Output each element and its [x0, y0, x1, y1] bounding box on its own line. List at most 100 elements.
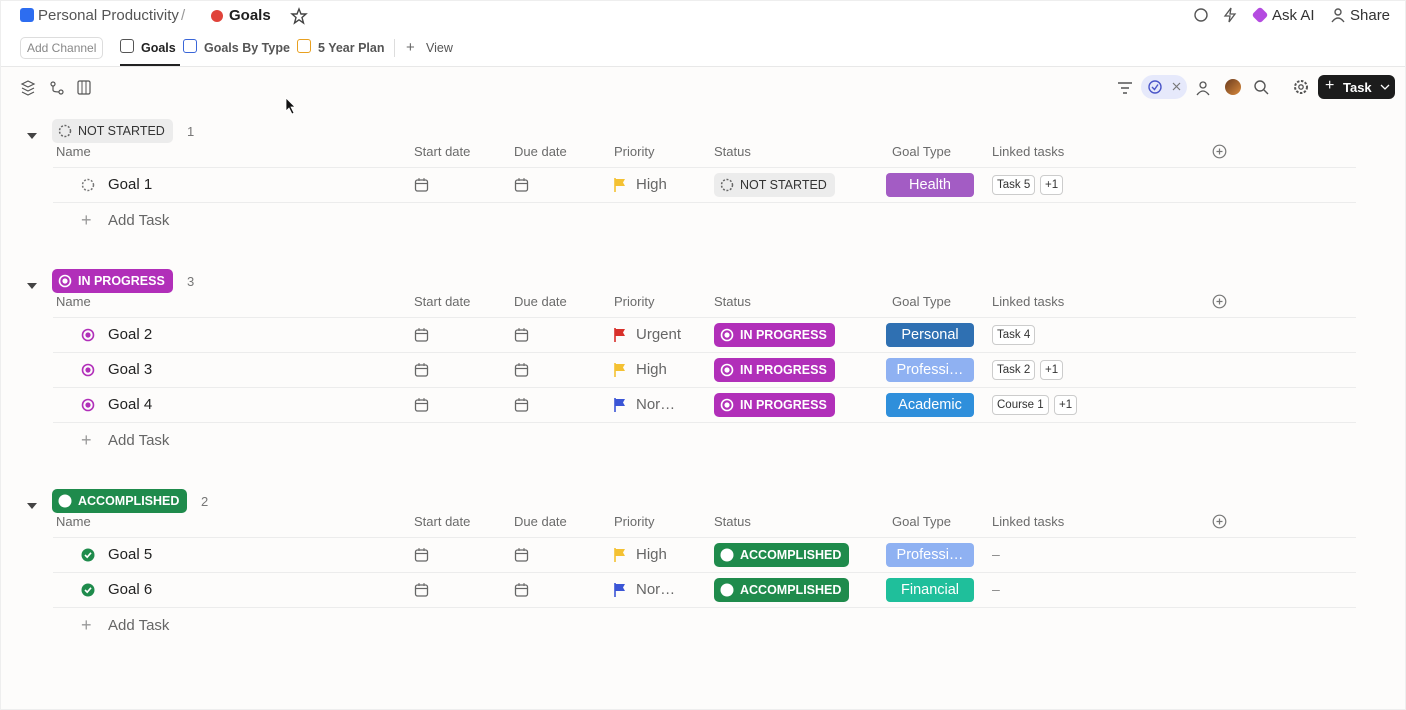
goal-type-pill[interactable]: Professi… — [886, 358, 974, 382]
active-tab-indicator — [120, 64, 180, 66]
task-name[interactable]: Goal 1 — [108, 176, 153, 193]
start-date-icon — [414, 582, 430, 598]
task-name[interactable]: Goal 4 — [108, 396, 153, 413]
linked-task-chip[interactable]: +1 — [1040, 175, 1064, 195]
start-date-icon-graphic — [414, 178, 429, 192]
collapse-caret-graphic — [27, 503, 37, 509]
goal-type-pill[interactable]: Financial — [886, 578, 974, 602]
due-date-icon-graphic — [514, 328, 529, 342]
automation-icon[interactable] — [1222, 6, 1238, 24]
goal-type-pill[interactable]: Health — [886, 173, 974, 197]
group-status-icon-graphic — [58, 274, 72, 288]
linked-task-chip[interactable]: +1 — [1054, 395, 1078, 415]
goal-type-pill[interactable]: Personal — [886, 323, 974, 347]
priority-flag — [613, 177, 627, 193]
empty-cell: – — [992, 546, 1000, 562]
task-name[interactable]: Goal 6 — [108, 581, 153, 598]
column-header: Due date — [514, 514, 567, 529]
priority[interactable]: High — [636, 546, 667, 563]
status-pill[interactable]: IN PROGRESS — [714, 323, 835, 347]
linked-task-chip[interactable]: Course 1 — [992, 395, 1049, 415]
priority-flag-graphic — [614, 178, 625, 192]
column-header: Start date — [414, 144, 471, 159]
row-divider — [53, 317, 1356, 318]
list-title[interactable]: Goals — [229, 7, 271, 24]
group-status-pill[interactable]: IN PROGRESS — [52, 269, 173, 293]
dropdown-caret[interactable] — [1380, 83, 1390, 91]
due-date-icon — [514, 327, 530, 343]
header — [1, 1, 1405, 67]
share-button[interactable]: Share — [1350, 7, 1391, 24]
separator: / — [181, 7, 186, 24]
collapse-caret — [26, 497, 38, 509]
priority-flag — [613, 327, 627, 343]
task-name[interactable]: Goal 2 — [108, 326, 153, 343]
view-tab[interactable]: Goals — [141, 41, 176, 55]
status-pill-icon-graphic — [720, 548, 734, 562]
start-date-icon-graphic — [414, 398, 429, 412]
add-task-button[interactable]: Add Task — [108, 617, 170, 634]
task-name[interactable]: Goal 5 — [108, 546, 153, 563]
view-tab[interactable]: 5 Year Plan — [318, 41, 385, 55]
space-link[interactable]: Personal Productivity — [38, 7, 179, 24]
linked-task-chip[interactable]: +1 — [1040, 360, 1064, 380]
priority-flag-graphic — [614, 398, 625, 412]
status-pill-icon-graphic — [720, 398, 734, 412]
priority[interactable]: Urgent — [636, 326, 682, 343]
status-pill-icon — [720, 583, 734, 597]
priority[interactable]: High — [636, 176, 667, 193]
linked-task-chip[interactable]: Task 5 — [992, 175, 1036, 195]
assignee-icon[interactable] — [1196, 79, 1214, 97]
add-task-plus: + — [81, 615, 92, 635]
status-pill[interactable]: NOT STARTED — [714, 173, 835, 197]
group-status-pill[interactable]: NOT STARTED — [52, 119, 173, 143]
task-name[interactable]: Goal 3 — [108, 361, 153, 378]
collapse-caret — [26, 127, 38, 139]
settings-icon[interactable] — [1292, 78, 1310, 96]
ask-ai-button[interactable]: Ask AI — [1272, 7, 1315, 24]
priority[interactable]: Nor… — [636, 581, 676, 598]
column-header: Priority — [614, 514, 655, 529]
status-pill-icon — [720, 363, 734, 377]
status-pill[interactable]: ACCOMPLISHED — [714, 543, 850, 567]
priority-flag-graphic — [614, 583, 625, 597]
column-header: Start date — [414, 294, 471, 309]
due-date-icon — [514, 177, 530, 193]
favorite-star[interactable] — [290, 7, 308, 25]
priority-flag-graphic — [614, 548, 625, 562]
add-channel-button[interactable]: Add Channel — [20, 37, 104, 59]
linked-task-chip[interactable]: Task 4 — [992, 325, 1036, 345]
add-task-button[interactable]: Add Task — [108, 432, 170, 449]
goal-type-pill[interactable]: Professi… — [886, 543, 974, 567]
task-status-icon — [81, 178, 95, 192]
start-date-icon — [414, 327, 430, 343]
avatar[interactable] — [1225, 79, 1241, 95]
filter-icon[interactable] — [1116, 79, 1136, 97]
status-pill[interactable]: IN PROGRESS — [714, 358, 835, 382]
status-pill[interactable]: ACCOMPLISHED — [714, 578, 850, 602]
group-status-icon-graphic — [58, 494, 72, 508]
status-pill[interactable]: IN PROGRESS — [714, 393, 835, 417]
plus-icon: + — [1325, 77, 1335, 94]
view-tab[interactable]: Goals By Type — [204, 41, 290, 55]
group-status-icon — [58, 274, 72, 288]
chat-icon[interactable] — [1193, 7, 1209, 23]
task-status-icon — [81, 398, 95, 412]
add-task-button[interactable]: Add Task — [108, 212, 170, 229]
linked-task-chip[interactable]: Task 2 — [992, 360, 1036, 380]
row-divider — [53, 537, 1356, 538]
column-header: Linked tasks — [992, 294, 1065, 309]
add-view-button[interactable]: View — [426, 41, 453, 55]
priority[interactable]: Nor… — [636, 396, 676, 413]
add-task-plus: + — [81, 430, 92, 450]
add-column-icon-graphic — [1212, 144, 1227, 159]
search-icon[interactable] — [1253, 79, 1271, 97]
column-header: Goal Type — [892, 514, 952, 529]
task-status-icon-graphic — [81, 548, 95, 562]
goal-type-pill[interactable]: Academic — [886, 393, 974, 417]
priority[interactable]: High — [636, 361, 667, 378]
group-status-pill[interactable]: ACCOMPLISHED — [52, 489, 188, 513]
group-status-icon — [58, 494, 72, 508]
status-pill-icon-graphic — [720, 328, 734, 342]
